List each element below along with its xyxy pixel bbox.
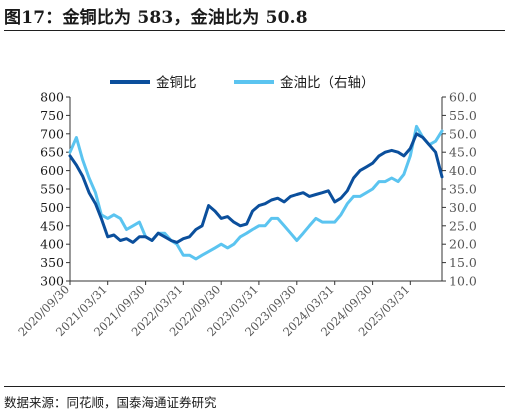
left-tick-label: 500	[40, 200, 64, 215]
right-tick-label: 45.0	[449, 145, 477, 160]
right-tick-label: 55.0	[449, 108, 477, 123]
left-tick-label: 750	[40, 108, 64, 123]
right-tick-label: 30.0	[449, 200, 477, 215]
left-tick-label: 700	[40, 126, 64, 141]
gold-oil-line	[68, 124, 444, 261]
left-tick-label: 450	[40, 218, 64, 233]
right-tick-label: 40.0	[449, 163, 477, 178]
source-rule	[4, 386, 505, 387]
right-tick-label: 50.0	[449, 126, 477, 141]
left-tick-label: 400	[40, 237, 64, 252]
legend-item-gold-oil-label: 金油比（右轴）	[280, 75, 375, 91]
right-tick-label: 10.0	[449, 274, 477, 289]
chart: 300 350 400 450 500 550 600 650 700 750 800 10.0 15.…	[15, 75, 477, 339]
left-tick-label: 300	[40, 274, 64, 289]
right-tick-label: 20.0	[449, 237, 477, 252]
right-tick-label: 35.0	[449, 182, 477, 197]
right-tick-label: 15.0	[449, 255, 477, 270]
left-tick-label: 650	[40, 145, 64, 160]
legend-item-gold-copper-label: 金铜比	[156, 75, 197, 91]
left-tick-label: 600	[40, 163, 64, 178]
source-text: 数据来源：同花顺，国泰海通证券研究	[4, 395, 217, 410]
right-tick-label: 25.0	[449, 218, 477, 233]
figure-title: 图17：金铜比为 583，金油比为 50.8	[4, 8, 308, 28]
left-tick-label: 800	[40, 90, 64, 105]
title-rule	[4, 30, 505, 31]
left-tick-label: 550	[40, 182, 64, 197]
right-tick-label: 60.0	[449, 90, 477, 105]
gold-copper-line	[68, 132, 444, 244]
left-tick-label: 350	[40, 255, 64, 270]
